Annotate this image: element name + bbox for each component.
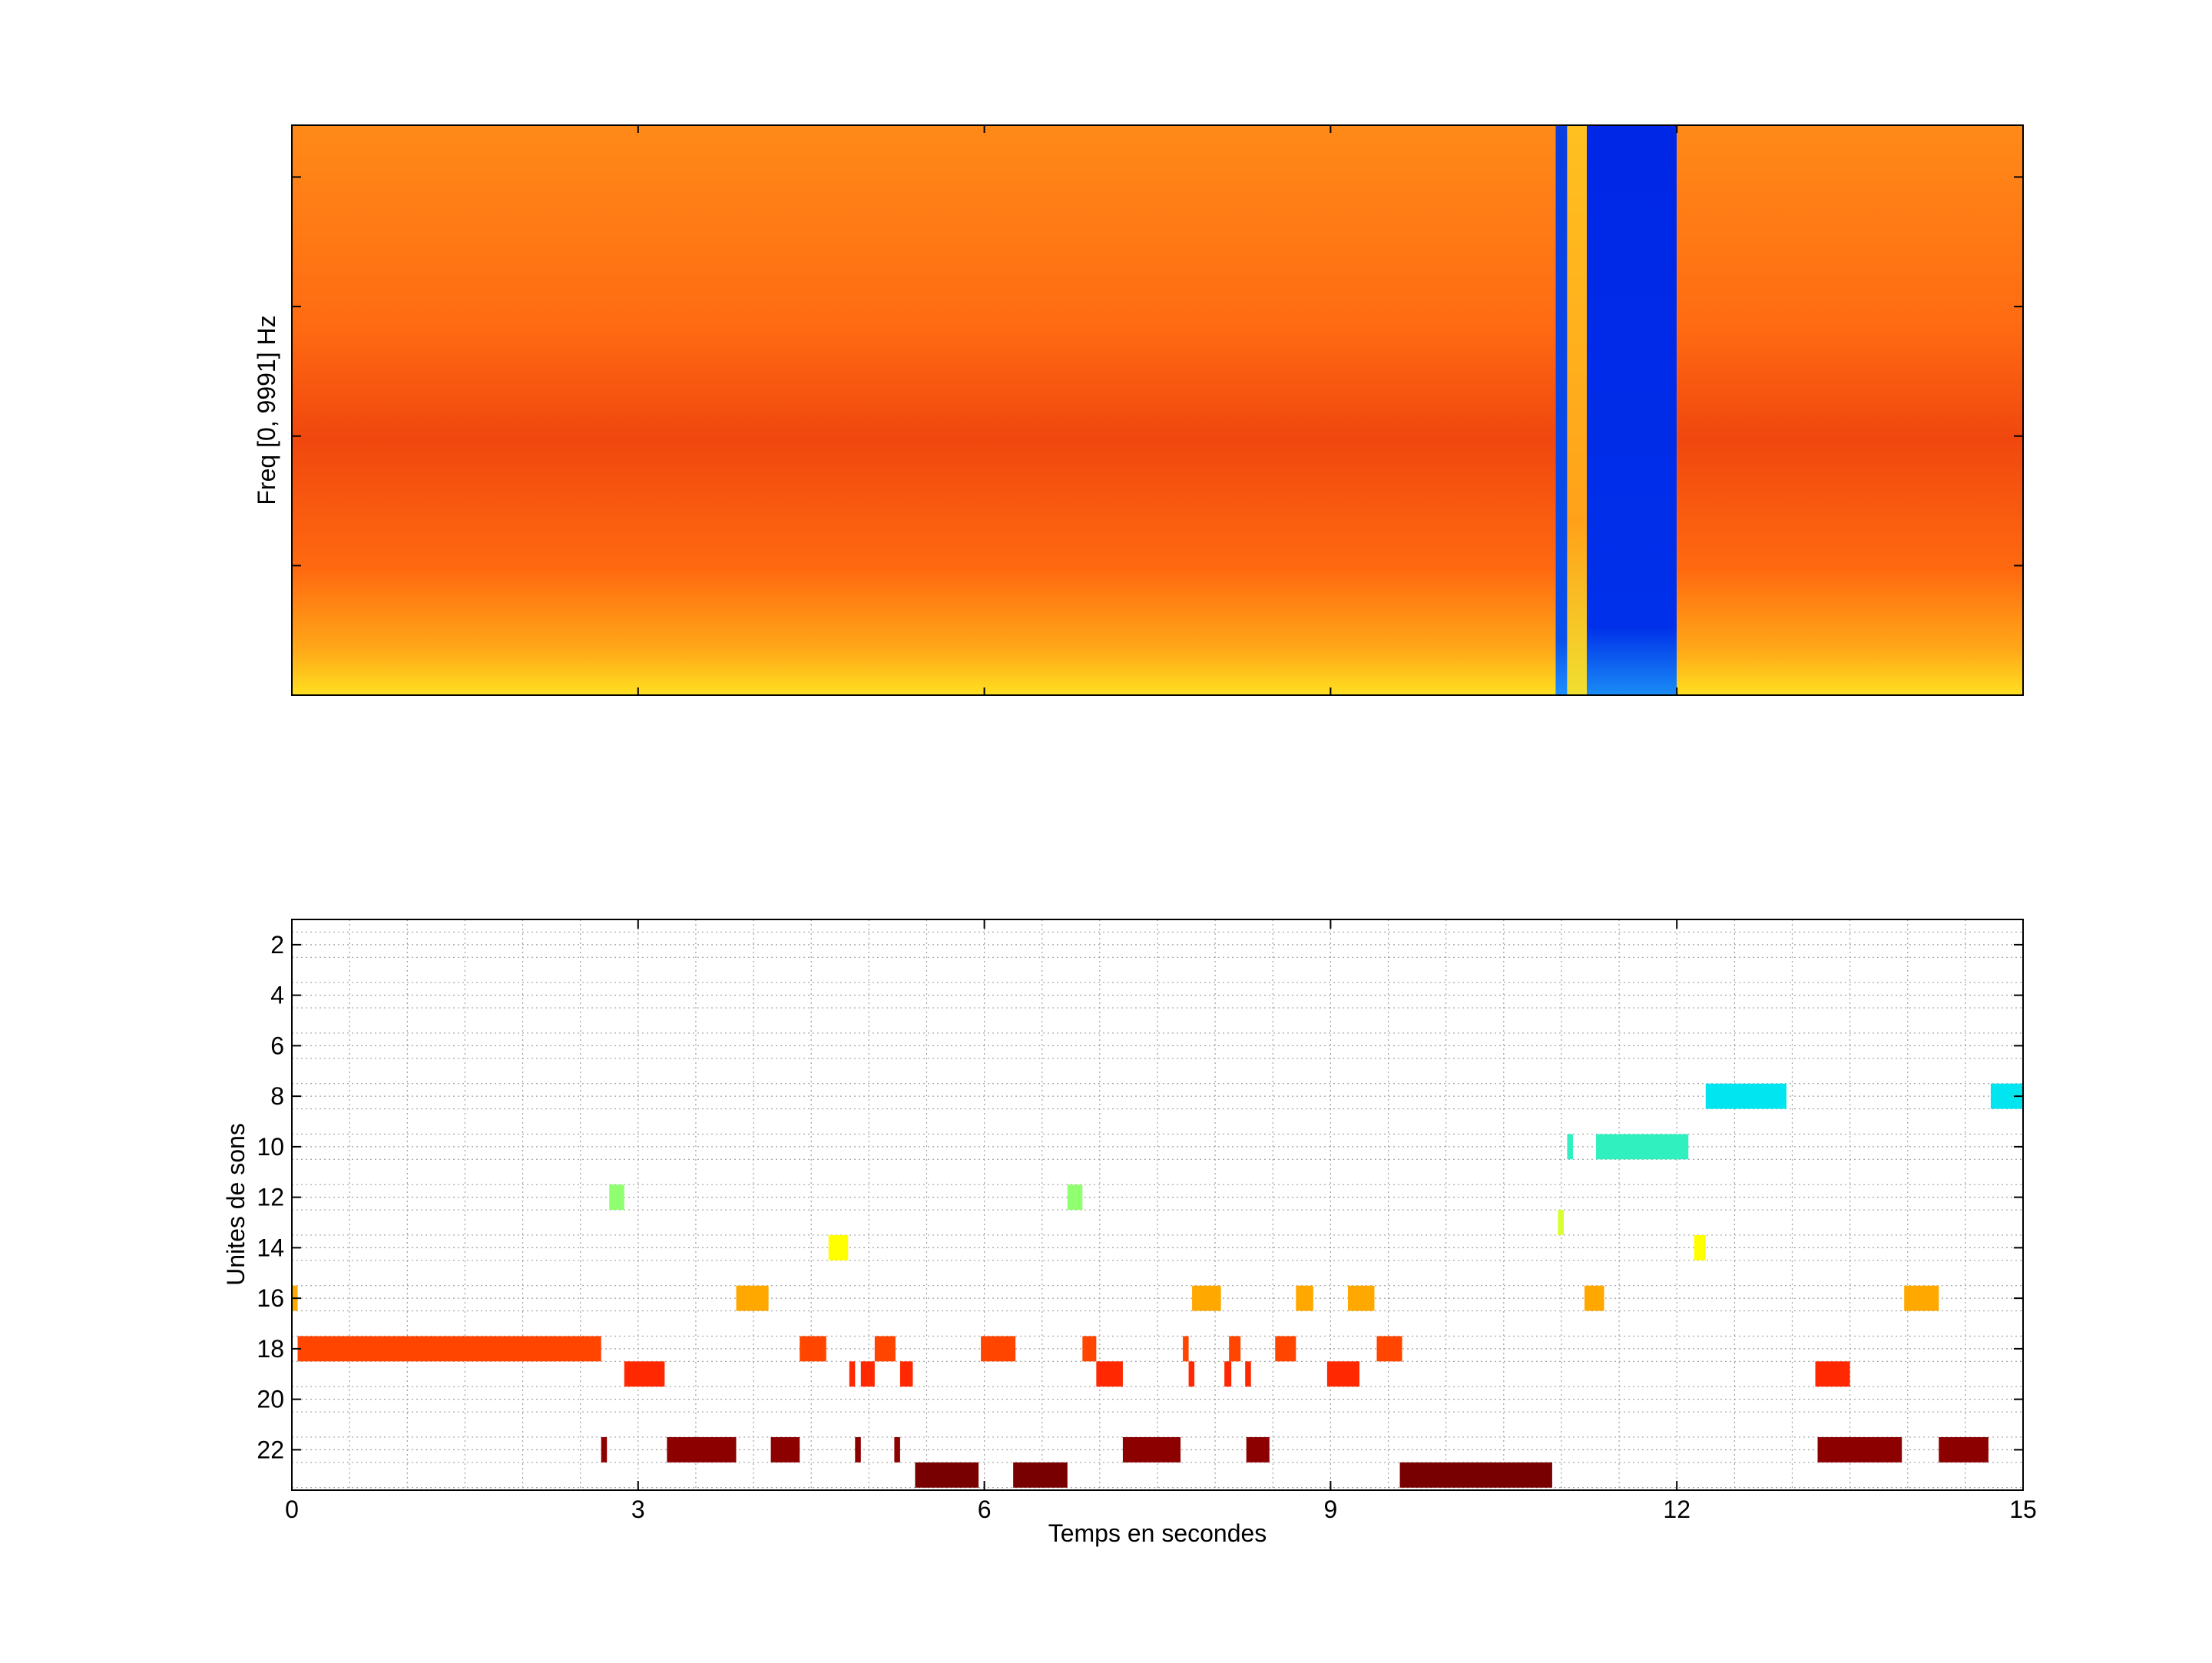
segment-unit-19 bbox=[899, 1361, 913, 1387]
segment-unit-18 bbox=[1275, 1336, 1296, 1362]
segment-bars bbox=[292, 1083, 2023, 1488]
y-tick-label: 4 bbox=[270, 982, 284, 1009]
segment-unit-16 bbox=[736, 1285, 769, 1311]
segment-unit-16 bbox=[1584, 1285, 1604, 1311]
spectrogram-frame bbox=[291, 124, 2024, 696]
y-tick-label: 16 bbox=[257, 1284, 284, 1312]
segment-unit-19 bbox=[1096, 1361, 1123, 1387]
segment-unit-10 bbox=[1567, 1134, 1573, 1160]
segment-unit-18 bbox=[874, 1336, 896, 1362]
y-tick-label: 20 bbox=[257, 1386, 284, 1413]
segment-unit-18 bbox=[1229, 1336, 1241, 1362]
segment-unit-18 bbox=[981, 1336, 1016, 1362]
segment-unit-22 bbox=[1246, 1436, 1270, 1463]
spectrogram-block-silence bbox=[1586, 125, 1677, 695]
spectrogram-ticks bbox=[292, 125, 2023, 695]
y-tick-label: 22 bbox=[257, 1436, 284, 1463]
segment-unit-23 bbox=[1399, 1462, 1552, 1488]
segment-unit-19 bbox=[624, 1361, 665, 1387]
x-tick-label: 3 bbox=[631, 1496, 645, 1523]
segment-unit-22 bbox=[601, 1436, 608, 1463]
segment-unit-19 bbox=[1188, 1361, 1195, 1387]
segment-unit-22 bbox=[1817, 1436, 1902, 1463]
y-tick-label: 6 bbox=[270, 1032, 284, 1059]
segment-unit-12 bbox=[609, 1184, 624, 1211]
segment-unit-19 bbox=[849, 1361, 856, 1387]
segment-unit-18 bbox=[800, 1336, 826, 1362]
axis-ticks: 0 3 6 9 12 15 2 4 6 8 10 12 14 16 18 20 22 bbox=[257, 919, 2037, 1523]
segment-unit-22 bbox=[855, 1436, 861, 1463]
segment-unit-16 bbox=[1904, 1285, 1939, 1311]
segment-unit-22 bbox=[1122, 1436, 1181, 1463]
segment-unit-13 bbox=[1558, 1210, 1564, 1235]
y-tick-label: 18 bbox=[257, 1335, 284, 1363]
y-tick-label: 10 bbox=[257, 1133, 284, 1161]
segment-unit-14 bbox=[1694, 1234, 1706, 1261]
segment-unit-23 bbox=[1013, 1462, 1068, 1488]
segment-unit-18 bbox=[1183, 1336, 1189, 1362]
y-tick-label: 2 bbox=[270, 931, 284, 959]
segment-unit-23 bbox=[915, 1462, 979, 1488]
segment-unit-19 bbox=[1326, 1361, 1359, 1387]
segment-unit-18 bbox=[297, 1336, 601, 1362]
segment-unit-16 bbox=[1347, 1285, 1375, 1311]
segment-unit-16 bbox=[1296, 1285, 1313, 1311]
spectrogram-block-high bbox=[1677, 125, 2023, 695]
x-tick-label: 0 bbox=[285, 1496, 299, 1523]
segment-unit-16 bbox=[1192, 1285, 1221, 1311]
segment-unit-19 bbox=[1815, 1361, 1850, 1387]
sound-units-panel: 0 3 6 9 12 15 2 4 6 8 10 12 14 16 18 20 22 Temps en seco… bbox=[222, 919, 2037, 1547]
spectrogram-y-label: Freq [0, 9991] Hz bbox=[253, 315, 280, 505]
x-tick-label: 9 bbox=[1324, 1496, 1338, 1523]
segment-unit-19 bbox=[1224, 1361, 1232, 1387]
segment-unit-22 bbox=[770, 1436, 800, 1463]
plot-frame bbox=[291, 919, 2024, 1491]
segment-unit-19 bbox=[1245, 1361, 1251, 1387]
segment-unit-19 bbox=[860, 1361, 875, 1387]
segment-unit-18 bbox=[1082, 1336, 1097, 1362]
spectrogram-block-high bbox=[292, 125, 1556, 695]
segment-unit-14 bbox=[828, 1234, 849, 1261]
x-axis-label: Temps en secondes bbox=[1048, 1519, 1267, 1547]
y-tick-label: 12 bbox=[257, 1184, 284, 1211]
x-tick-label: 12 bbox=[1663, 1496, 1690, 1523]
segment-unit-22 bbox=[1939, 1436, 1988, 1463]
y-tick-label: 14 bbox=[257, 1234, 284, 1261]
x-tick-label: 15 bbox=[2009, 1496, 2037, 1523]
spectrogram-panel bbox=[291, 124, 2024, 696]
spectrogram-block-low bbox=[1555, 125, 1568, 695]
y-tick-label: 8 bbox=[270, 1082, 284, 1110]
x-tick-label: 6 bbox=[978, 1496, 992, 1523]
segment-unit-8 bbox=[1705, 1083, 1786, 1109]
segment-unit-10 bbox=[1596, 1134, 1689, 1160]
segment-unit-22 bbox=[894, 1436, 900, 1463]
y-axis-label: Unites de sons bbox=[222, 1123, 250, 1286]
segment-unit-18 bbox=[1376, 1336, 1402, 1362]
segment-unit-12 bbox=[1067, 1184, 1083, 1211]
segment-unit-22 bbox=[667, 1436, 737, 1463]
spectrogram-block-mid bbox=[1567, 125, 1587, 695]
